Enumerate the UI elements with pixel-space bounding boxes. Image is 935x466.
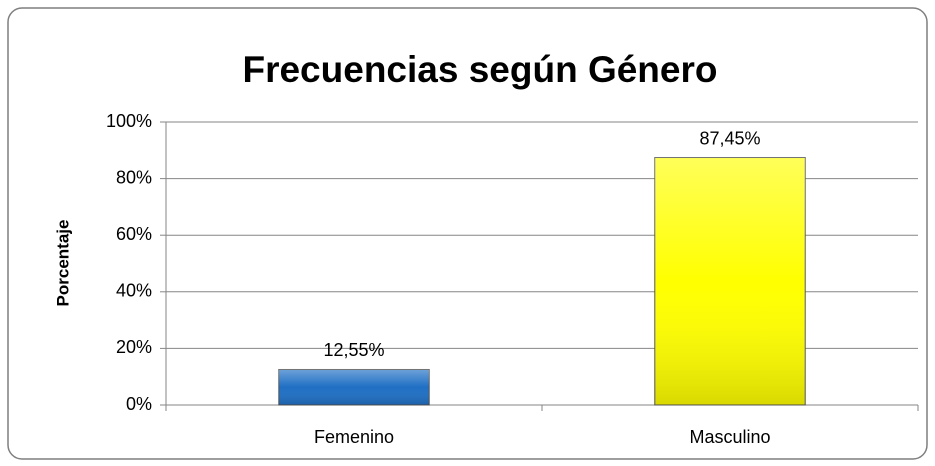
data-label: 87,45% <box>699 128 760 148</box>
x-tick-label: Femenino <box>314 427 394 447</box>
bar-shine <box>654 157 806 405</box>
bar-shine <box>278 369 430 405</box>
y-tick-label: 60% <box>116 224 152 244</box>
y-tick-label: 20% <box>116 337 152 357</box>
y-tick-label: 100% <box>106 111 152 131</box>
y-tick-label: 80% <box>116 167 152 187</box>
y-tick-label: 0% <box>126 394 152 414</box>
y-axis-title: Porcentaje <box>53 220 72 307</box>
data-label: 12,55% <box>323 340 384 360</box>
chart-title: Frecuencias según Género <box>242 49 717 90</box>
y-tick-label: 40% <box>116 281 152 301</box>
x-tick-label: Masculino <box>689 427 770 447</box>
